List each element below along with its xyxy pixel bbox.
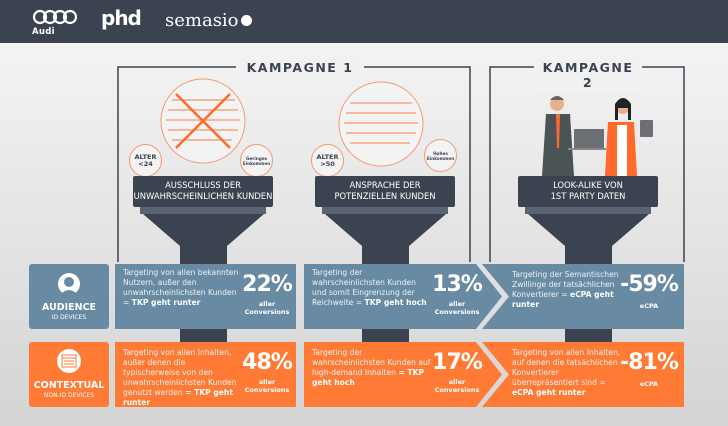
metric-label-line: aller (448, 300, 466, 308)
metric-value: 13% (432, 272, 483, 297)
cell-text-bold: eCPA geht runter (512, 290, 614, 309)
cell-description: Targeting von allen Inhalten, auf denen … (512, 348, 622, 398)
semasio-dot-icon (240, 15, 252, 26)
metric-value: 17% (432, 350, 483, 375)
campaign-1-title: KAMPAGNE 1 (236, 60, 364, 75)
funnel-3-label: LOOK-ALIKE VON 1ST PARTY DATEN (518, 176, 658, 207)
circle-label: >50 (320, 159, 335, 168)
metric-label: aller Conversions (239, 300, 295, 316)
header-bar: Audi phd semasio (0, 0, 728, 43)
circle-label: Geringes (245, 155, 268, 161)
user-icon (58, 273, 80, 295)
cell-description: Targeting von allen Inhalten, außer dene… (123, 348, 241, 408)
metric-label-line: aller (448, 378, 466, 386)
audience-cell-3: Targeting der Semantischen Zwillinge der… (482, 264, 684, 329)
metric-value: 22% (242, 272, 293, 297)
row-title: CONTEXTUAL (33, 380, 105, 391)
cell-text-bold: TKP geht hoch (364, 298, 427, 307)
audience-label: AUDIENCE ID DEVICES (29, 264, 109, 329)
cross-icon (175, 93, 231, 149)
cell-text-bold: TKP geht runter (131, 298, 201, 307)
metric-label-line: aller (258, 378, 276, 386)
cell-text-bold: eCPA geht runter (512, 388, 586, 397)
word-cloud-1 (160, 78, 246, 164)
high-income-circle: Hohes Einkommen (424, 139, 457, 172)
cell-text-bold: = TKP geht hoch (312, 368, 425, 387)
funnel-1-label: AUSSCHLUSS DER UNWAHRSCHEINLICHEN KUNDEN (133, 176, 273, 207)
cell-text: Targeting der wahrscheinlichsten Kunden … (312, 268, 416, 307)
metric-label-line: Conversions (244, 386, 290, 394)
metric-label: eCPA (618, 380, 680, 388)
row-subtitle: ID DEVICES (51, 314, 87, 321)
campaign-2-title: KAMPAGNE 2 (534, 60, 642, 90)
age-over-50-circle: ALTER >50 (311, 144, 344, 177)
contextual-label: CONTEXTUAL NON-ID DEVICES (29, 342, 109, 407)
circle-label: Einkommen (426, 155, 455, 161)
metric-label-line: Conversions (434, 386, 480, 394)
metric-label-line: Conversions (244, 308, 290, 316)
word-cloud-2 (338, 81, 424, 167)
funnel-label-line: AUSSCHLUSS DER (165, 180, 241, 190)
metric-label: aller Conversions (432, 300, 482, 316)
row-title: AUDIENCE (41, 302, 97, 313)
people-illustration (542, 96, 653, 176)
funnel-label-line: 1ST PARTY DATEN (550, 191, 626, 201)
metric-label: aller Conversions (432, 378, 482, 394)
circle-label: ALTER (316, 152, 339, 161)
semasio-logo: semasio (165, 10, 252, 31)
circle-label: ALTER (134, 152, 157, 161)
metric-label-line: Conversions (434, 308, 480, 316)
funnel-label-line: POTENZIELLEN KUNDEN (334, 191, 436, 201)
audi-rings-logo (32, 9, 78, 25)
funnel-label-line: ANSPRACHE DER (349, 180, 421, 190)
contextual-cell-3: Targeting von allen Inhalten, auf denen … (482, 342, 684, 407)
cell-text: Targeting von allen Inhalten, außer dene… (123, 348, 237, 397)
cell-description: Targeting der wahrscheinlichsten Kunden … (312, 348, 432, 388)
audi-logo-text: Audi (32, 27, 55, 37)
row-subtitle: NON-ID DEVICES (43, 392, 95, 399)
audience-cell-1: Targeting von allen bekannten Nutzern, a… (115, 264, 296, 329)
metric-label-line: eCPA (639, 302, 659, 310)
webpage-icon (57, 349, 81, 373)
metric-value: -81% (620, 350, 679, 375)
funnel-2-label: ANSPRACHE DER POTENZIELLEN KUNDEN (315, 176, 455, 207)
contextual-cell-1: Targeting von allen Inhalten, außer dene… (115, 342, 296, 407)
semasio-logo-text: semasio (165, 10, 239, 31)
metric-value: -59% (620, 272, 679, 297)
cell-text: Targeting der Semantischen Zwillinge der… (512, 270, 619, 299)
cell-text: Targeting von allen bekannten Nutzern, a… (123, 268, 239, 307)
metric-label: aller Conversions (239, 378, 295, 394)
metric-label-line: aller (258, 300, 276, 308)
funnel-label-line: UNWAHRSCHEINLICHEN KUNDEN (133, 191, 273, 201)
audience-cell-2: Targeting der wahrscheinlichsten Kunden … (304, 264, 502, 329)
circle-label: <24 (138, 159, 153, 168)
cell-text: Targeting der wahrscheinlichsten Kunden … (312, 348, 431, 377)
metric-label-line: eCPA (639, 380, 659, 388)
cell-description: Targeting der Semantischen Zwillinge der… (512, 270, 622, 310)
cell-description: Targeting von allen bekannten Nutzern, a… (123, 268, 241, 308)
age-under-24-circle: ALTER <24 (129, 144, 162, 177)
cell-text: Targeting von allen Inhalten, auf denen … (512, 348, 621, 387)
funnel-label-line: LOOK-ALIKE VON (553, 180, 623, 190)
circle-label: Hohes (433, 150, 448, 156)
cell-description: Targeting der wahrscheinlichsten Kunden … (312, 268, 432, 308)
circle-label: Einkommen (242, 160, 271, 166)
contextual-cell-2: Targeting der wahrscheinlichsten Kunden … (304, 342, 502, 407)
metric-label: eCPA (618, 302, 680, 310)
phd-logo: phd (101, 6, 142, 30)
low-income-circle: Geringes Einkommen (240, 144, 273, 177)
cell-text-bold: = TKP geht runter (123, 388, 233, 407)
metric-value: 48% (242, 350, 293, 375)
